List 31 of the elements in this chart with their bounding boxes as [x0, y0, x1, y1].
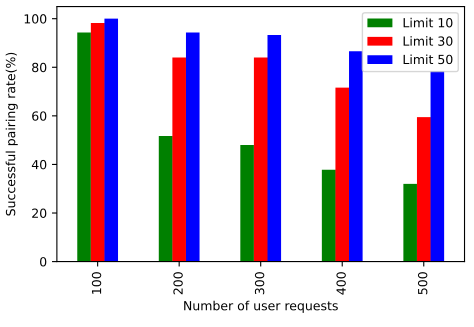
bar — [349, 51, 363, 262]
bar — [335, 88, 350, 262]
bar — [416, 117, 431, 262]
y-tick-label: 80 — [32, 62, 46, 72]
legend-label: Limit 50 — [404, 54, 452, 64]
bar — [77, 32, 91, 262]
bar — [322, 170, 336, 262]
y-tick-label: 100 — [24, 14, 46, 24]
x-tick-label: 500 — [418, 272, 428, 294]
x-tick-label: 100 — [92, 272, 102, 294]
bar — [267, 34, 282, 262]
bar — [104, 18, 118, 262]
x-tick-label: 200 — [173, 272, 183, 294]
y-axis-title: Successful pairing rate(%) — [6, 52, 18, 216]
x-axis-title: Number of user requests — [184, 300, 338, 313]
bar — [403, 184, 417, 262]
x-tick-label: 300 — [254, 272, 264, 294]
bar — [186, 32, 200, 262]
bar — [90, 23, 104, 262]
bar — [430, 71, 444, 262]
bar — [240, 145, 254, 262]
bar — [254, 58, 268, 262]
x-tick-label: 400 — [336, 272, 346, 295]
bar — [158, 136, 172, 262]
y-tick-label: 20 — [32, 208, 46, 218]
y-tick-label: 60 — [32, 111, 46, 121]
legend-label: Limit 30 — [404, 36, 452, 46]
y-tick-label: 0 — [40, 257, 46, 267]
legend-label: Limit 10 — [404, 18, 452, 28]
y-tick-label: 40 — [32, 160, 46, 170]
bar — [172, 58, 186, 262]
